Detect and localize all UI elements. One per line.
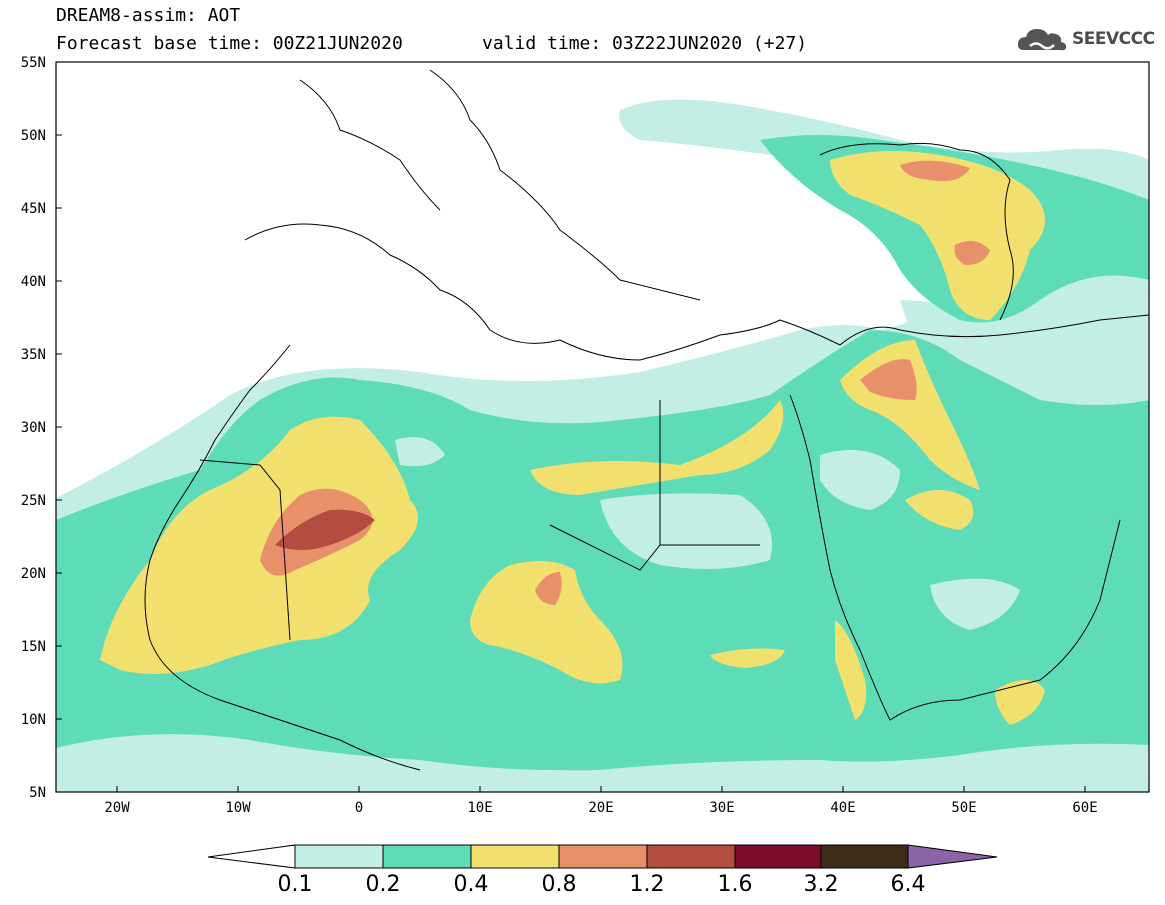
lon-label-60e: 60E (1072, 800, 1098, 816)
colorbar-label-1.2: 1.2 (629, 872, 665, 897)
colorbar (207, 844, 998, 869)
colorbar-label-1.6: 1.6 (717, 872, 753, 897)
colorbar-label-3.2: 3.2 (803, 872, 839, 897)
coastlines (144, 69, 1149, 771)
aot-contour-0.1-hole2 (820, 450, 900, 510)
lat-label-5n: 5N (29, 785, 46, 801)
colorbar-bin-1.2 (646, 844, 736, 869)
aot-contour-0.4-sudan (710, 648, 785, 668)
colorbar-over-arrow (907, 844, 998, 869)
colorbar-under-arrow (207, 844, 296, 869)
lon-label-50e: 50E (951, 800, 977, 816)
lat-label-35n: 35N (20, 347, 46, 363)
lon-label-10e: 10E (467, 800, 493, 816)
logo-text: SEEVCCC (1072, 29, 1155, 49)
lon-label-0: 0 (354, 800, 364, 816)
lat-label-40n: 40N (20, 274, 46, 290)
aot-contour-0.1-hole4 (395, 437, 445, 467)
aot-contour-0.4-somalia (995, 680, 1045, 725)
lon-label-20w: 20W (104, 800, 130, 816)
lon-label-20e: 20E (588, 800, 614, 816)
axis-ticks (56, 61, 1086, 792)
colorbar-bin-0.1 (294, 844, 384, 869)
lon-label-30e: 30E (709, 800, 735, 816)
lat-label-45n: 45N (20, 201, 46, 217)
aot-contour-0.4-libya (530, 400, 784, 495)
lat-label-10n: 10N (20, 712, 46, 728)
aot-contour-0.4-chad (470, 561, 623, 684)
aot-contour-0.8-iraq (860, 359, 917, 400)
lat-label-55n: 55N (20, 55, 46, 71)
aot-contour-0.8-caspian2 (954, 241, 990, 265)
forecast-base-time: Forecast base time: 00Z21JUN2020 (56, 33, 403, 54)
colorbar-bin-3.2 (820, 844, 909, 869)
aot-contour-0.1-hole3 (930, 578, 1020, 630)
lon-label-10w: 10W (225, 800, 251, 816)
aot-contour-0.4-caspian (830, 151, 1045, 320)
colorbar-bin-0.4 (470, 844, 560, 869)
aot-contour-0.8-chad (535, 572, 562, 605)
aot-contour-0.1-blob (900, 300, 990, 350)
colorbar-label-6.4: 6.4 (890, 872, 926, 897)
aot-contour-1.2-core (275, 509, 375, 550)
lat-label-30n: 30N (20, 420, 46, 436)
colorbar-bin-0.8 (558, 844, 648, 869)
colorbar-bin-0.2 (382, 844, 472, 869)
aot-contour-0.4-horn (835, 620, 867, 720)
aot-contour-0.8-caspian (900, 160, 970, 182)
lon-label-40e: 40E (830, 800, 856, 816)
aot-contour-0.4-arabia (905, 490, 974, 530)
aot-contour-0.1-hole (600, 493, 772, 569)
colorbar-label-0.2: 0.2 (365, 872, 401, 897)
colorbar-label-0.4: 0.4 (453, 872, 489, 897)
aot-field (56, 62, 1149, 792)
aot-contour-0.1-hole5 (1050, 327, 1110, 385)
lat-label-50n: 50N (20, 128, 46, 144)
aot-contour-0.4-west (100, 416, 418, 674)
lat-label-25n: 25N (20, 493, 46, 509)
colorbar-label-0.8: 0.8 (541, 872, 577, 897)
cloud-icon (1017, 29, 1067, 51)
valid-time: valid time: 03Z22JUN2020 (+27) (482, 33, 808, 54)
map-title: DREAM8-assim: AOT (56, 5, 241, 26)
lat-label-20n: 20N (20, 566, 46, 582)
colorbar-bin-1.6 (734, 844, 822, 869)
lat-label-15n: 15N (20, 639, 46, 655)
seevccc-logo: SEEVCCC (1016, 22, 1155, 56)
colorbar-label-0.1: 0.1 (277, 872, 313, 897)
